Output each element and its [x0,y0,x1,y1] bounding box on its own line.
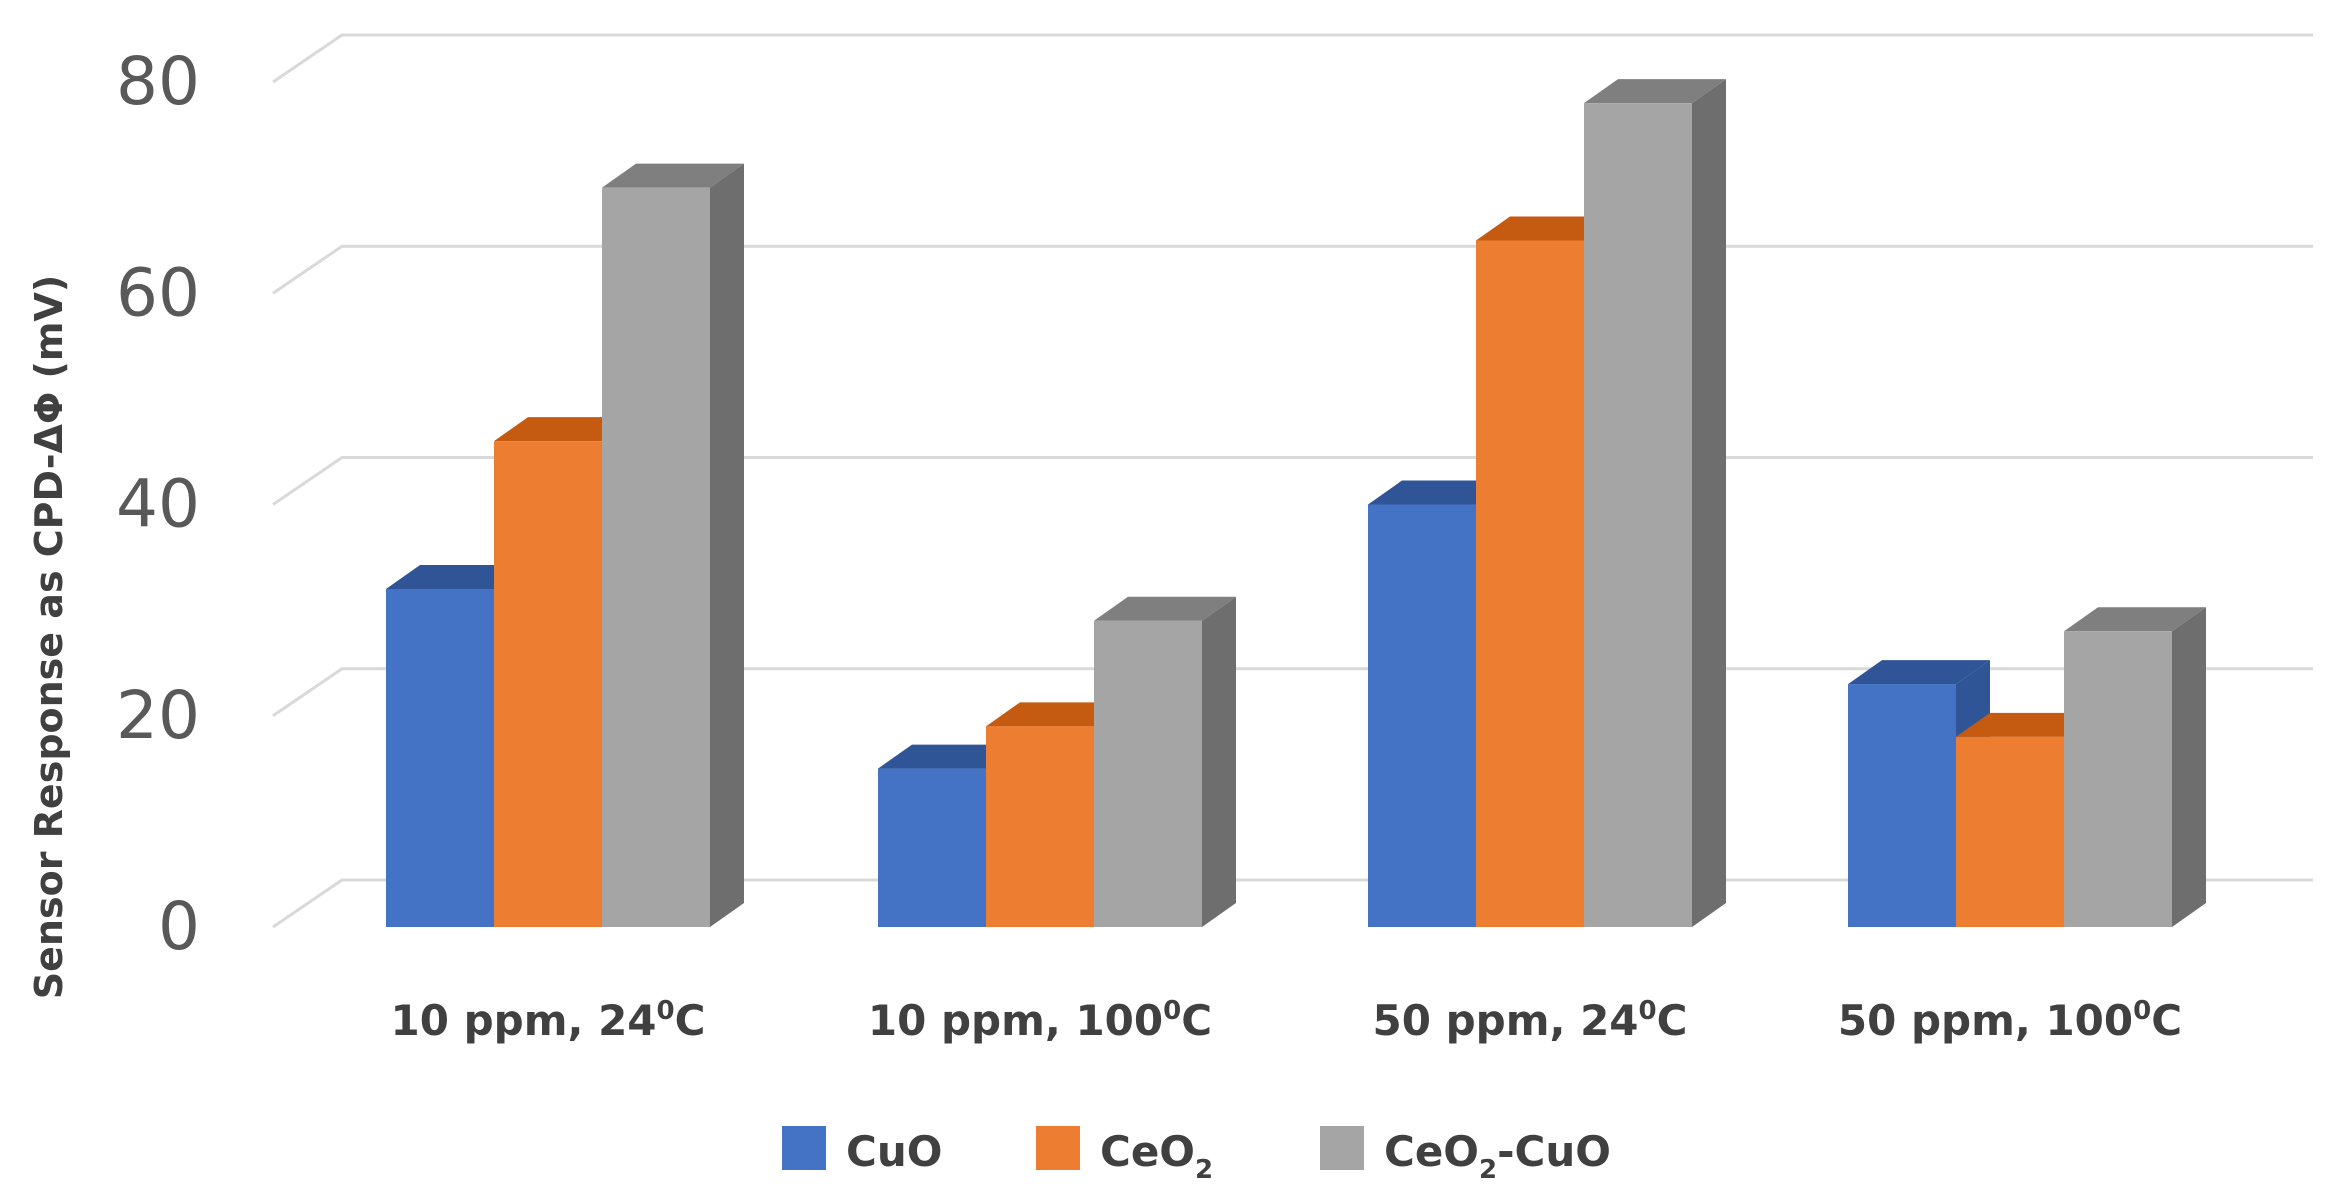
bar-top [1368,480,1510,505]
y-tick-label: 40 [116,466,200,543]
bar-front [1368,504,1476,927]
legend-label: CuO [846,1127,942,1176]
legend-item: CuO [782,1126,942,1176]
legend-swatch [782,1126,826,1170]
bar-top [1956,712,2098,737]
bar-front [878,768,986,927]
bar-front [1476,240,1584,927]
x-tick-label: 10 ppm, 240C [391,996,706,1045]
gridline [272,244,2313,295]
bar-front [2064,631,2172,927]
x-axis-categories: 10 ppm, 240C 10 ppm, 1000C 50 ppm, 240C 50 … [391,996,2183,1045]
x-tick-label: 50 ppm, 1000C [1838,996,2182,1045]
bar-side [2172,607,2206,927]
bar-side [1692,79,1726,927]
bar-front [986,726,1094,927]
bar-top [1584,79,1726,104]
bar-top [2064,607,2206,632]
y-axis-label: Sensor Response as CPD-ΔΦ (mV) [27,275,71,999]
bar [1584,79,1726,927]
bars [386,79,2206,927]
legend-item: CeO2-CuO [1320,1126,1611,1185]
legend-swatch [1320,1126,1364,1170]
bar-top [1476,216,1618,241]
y-tick-label: 0 [158,888,200,965]
bar-top [986,702,1128,727]
bar [602,163,744,927]
y-tick-label: 20 [116,677,200,754]
x-tick-label: 50 ppm, 240C [1373,996,1688,1045]
y-tick-label: 80 [116,43,200,120]
x-tick-label: 10 ppm, 1000C [868,996,1212,1045]
bar-front [386,589,494,927]
bar [1094,596,1236,927]
gridline [272,33,2313,84]
bar [2064,607,2206,927]
y-tick-label: 60 [116,254,200,331]
legend-label: CeO2 [1100,1127,1213,1185]
bar-front [1848,684,1956,927]
bar-top [1094,596,1236,621]
legend-label: CeO2-CuO [1384,1127,1611,1185]
bar-front [494,441,602,927]
bar-front [602,187,710,927]
legend-swatch [1036,1126,1080,1170]
legend-item: CeO2 [1036,1126,1213,1185]
bar-front [1094,620,1202,927]
bar-top [1848,660,1990,685]
bar-side [710,163,744,927]
bar-top [602,163,744,188]
legend: CuO CeO2 CeO2-CuO [782,1126,1611,1185]
bar-front [1956,736,2064,927]
y-axis-ticks: 0 20 40 60 80 [116,43,200,965]
bar-top [878,744,1020,769]
bar-side [1202,596,1236,927]
bar-top [386,565,528,589]
bar-top [494,417,636,442]
bar-front [1584,103,1692,927]
